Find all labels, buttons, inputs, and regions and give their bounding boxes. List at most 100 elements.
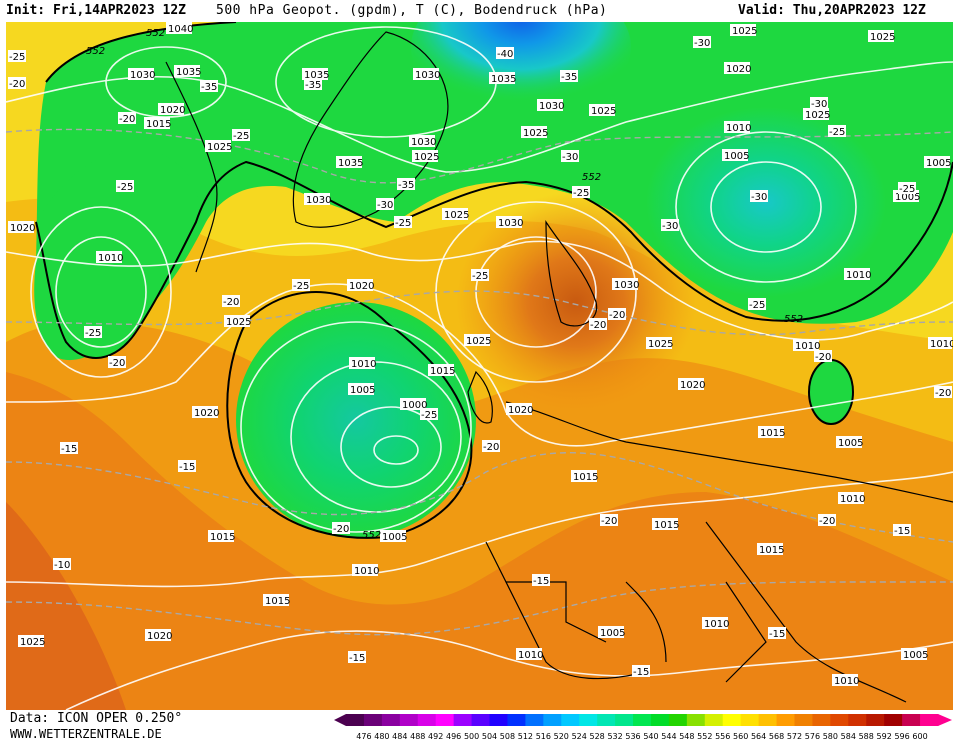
- pressure-label: 1030: [612, 278, 639, 291]
- website: WWW.WETTERZENTRALE.DE: [10, 727, 162, 741]
- svg-text:1030: 1030: [614, 280, 639, 291]
- pressure-label: 1025: [464, 334, 491, 347]
- svg-text:-25: -25: [749, 300, 765, 311]
- svg-text:1005: 1005: [724, 151, 749, 162]
- legend-swatch: [668, 714, 688, 726]
- pressure-label: 1025: [589, 104, 616, 117]
- coastlines: [165, 31, 954, 703]
- temperature-label: -20: [482, 440, 500, 453]
- pressure-label: 1025: [18, 635, 45, 648]
- svg-text:1025: 1025: [648, 339, 673, 350]
- svg-text:1000: 1000: [402, 400, 427, 411]
- pressure-label: 1020: [158, 103, 185, 116]
- legend-tick-label: 584: [841, 732, 856, 741]
- pressure-label: 1025: [803, 108, 830, 121]
- legend-tick-label: 500: [464, 732, 479, 741]
- data-source: Data: ICON OPER 0.250°: [10, 711, 183, 726]
- pressure-label: 1015: [263, 594, 290, 607]
- pressure-label: 1030: [496, 216, 523, 229]
- legend-swatch: [507, 714, 526, 726]
- svg-text:1025: 1025: [870, 32, 895, 43]
- pressure-label: 1030: [304, 193, 331, 206]
- svg-text:1015: 1015: [654, 520, 679, 531]
- green-low-atlantic: [236, 302, 476, 538]
- isobars: [5, 26, 954, 711]
- arctic-cold-core: [411, 0, 631, 117]
- weather-map-canvas: 1040 1030 1035 1035 1030 1035 1030 1025 …: [5, 0, 955, 711]
- legend-tick-label: 540: [643, 732, 658, 741]
- svg-text:1010: 1010: [704, 619, 729, 630]
- svg-text:1015: 1015: [573, 472, 598, 483]
- temperature-label: -20: [118, 112, 136, 125]
- legend-swatch: [489, 714, 508, 726]
- temperature-label: -35: [397, 178, 415, 191]
- svg-text:-40: -40: [497, 49, 513, 60]
- pressure-label: 1020: [347, 279, 374, 292]
- svg-text:1005: 1005: [382, 532, 407, 543]
- pressure-label: 1010: [793, 339, 820, 352]
- legend-tick-label: 564: [751, 732, 766, 741]
- pressure-label: 1020: [8, 221, 35, 234]
- pressure-label: 1010: [844, 268, 871, 281]
- legend-tick-label: 596: [894, 732, 909, 741]
- svg-text:1030: 1030: [498, 218, 523, 229]
- legend-tick-label: 516: [536, 732, 551, 741]
- temperature-label: -15: [60, 442, 78, 455]
- svg-text:-10: -10: [54, 560, 70, 571]
- temperature-label: -20: [608, 308, 626, 321]
- temperature-label: -35: [200, 80, 218, 93]
- pressure-label: 1020: [724, 62, 751, 75]
- svg-text:1035: 1035: [338, 158, 363, 169]
- temperature-label: -15: [632, 665, 650, 678]
- pressure-labels: 1040 1030 1035 1035 1030 1035 1030 1025 …: [8, 22, 955, 687]
- legend-tick-label: 580: [823, 732, 838, 741]
- temperature-label: -15: [178, 460, 196, 473]
- weather-map[interactable]: 1040 1030 1035 1035 1030 1035 1030 1025 …: [5, 0, 955, 711]
- svg-text:-25: -25: [573, 188, 589, 199]
- svg-text:1035: 1035: [176, 67, 201, 78]
- svg-text:1015: 1015: [430, 366, 455, 377]
- legend-tick-label: 508: [500, 732, 515, 741]
- svg-text:1010: 1010: [840, 494, 865, 505]
- color-legend: 476 480 484 488 492 496 500 504 508 512 516 520 524 5…: [334, 713, 958, 741]
- svg-text:1025: 1025: [444, 210, 469, 221]
- pressure-label: 1025: [224, 315, 251, 328]
- temperature-label: -20: [814, 350, 832, 363]
- svg-text:1010: 1010: [351, 359, 376, 370]
- svg-text:1005: 1005: [926, 158, 951, 169]
- svg-text:-25: -25: [293, 281, 309, 292]
- legend-tick-label: 536: [625, 732, 640, 741]
- map-header: Init: Fri,14APR2023 12Z 500 hPa Geopot. …: [0, 0, 959, 22]
- temperature-label: -20: [108, 356, 126, 369]
- temperature-label: -25: [828, 125, 846, 138]
- svg-text:1025: 1025: [466, 336, 491, 347]
- legend-tick-label: 512: [518, 732, 533, 741]
- pressure-label: 1015: [652, 518, 679, 531]
- legend-tick-label: 576: [805, 732, 820, 741]
- pressure-label: 1030: [537, 99, 564, 112]
- svg-text:1005: 1005: [838, 438, 863, 449]
- svg-text:1005: 1005: [895, 192, 920, 203]
- svg-text:1025: 1025: [226, 317, 251, 328]
- legend-arrow-left: [334, 714, 346, 726]
- svg-text:-20: -20: [815, 352, 831, 363]
- legend-tick-label: 548: [679, 732, 694, 741]
- pressure-label: 1020: [192, 406, 219, 419]
- svg-text:-25: -25: [233, 131, 249, 142]
- legend-swatch: [579, 714, 598, 726]
- legend-swatch: [453, 714, 473, 726]
- pressure-label: 1030: [413, 68, 440, 81]
- legend-swatch: [866, 714, 885, 726]
- temperature-label: -30: [750, 190, 768, 203]
- svg-text:-20: -20: [819, 516, 835, 527]
- legend-tick-label: 492: [428, 732, 443, 741]
- svg-text:-30: -30: [377, 200, 393, 211]
- pressure-label: 1005: [598, 626, 625, 639]
- svg-text:-20: -20: [9, 79, 25, 90]
- svg-text:1010: 1010: [846, 270, 871, 281]
- pressure-label: 1030: [409, 135, 436, 148]
- svg-text:-20: -20: [333, 524, 349, 535]
- pressure-label: 1010: [838, 492, 865, 505]
- legend-tick-label: 532: [607, 732, 622, 741]
- svg-text:1025: 1025: [20, 637, 45, 648]
